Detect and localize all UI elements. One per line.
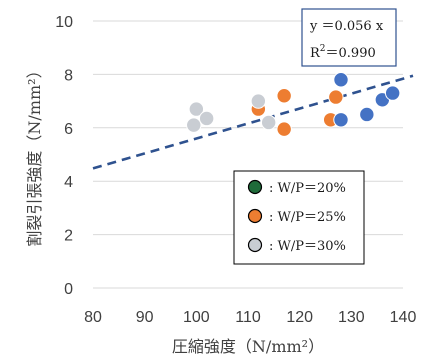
legend-marker-2: [247, 237, 263, 253]
legend-label-2: : W/P＝30%: [269, 239, 346, 254]
y-tick-label-1: 2: [64, 228, 73, 245]
legend-marker-0: [247, 179, 263, 195]
legend-label-0: : W/P＝20%: [269, 181, 346, 196]
point-s2-4: [260, 114, 277, 131]
y-tick-label-3: 6: [64, 121, 73, 138]
r-squared-superscript: 2: [320, 44, 326, 54]
r-squared-line: R2＝0.990: [310, 44, 376, 61]
y-tick-label-5: 10: [55, 14, 73, 31]
x-tick-label-6: 140: [390, 309, 417, 326]
point-s2-0: [186, 117, 202, 133]
point-s1-2: [276, 121, 292, 137]
point-s3-2: [359, 106, 375, 123]
point-s2-2: [198, 110, 215, 127]
x-tick-label-4: 120: [286, 309, 313, 326]
r-squared-base: R: [310, 46, 321, 61]
r-squared-value: ＝0.990: [326, 46, 376, 61]
y-tick-label-4: 8: [64, 67, 73, 84]
point-s1-1: [276, 88, 292, 104]
x-axis-title: 圧縮強度（N/mm²）: [172, 337, 324, 356]
trendline: [92, 74, 414, 170]
point-s1-4: [328, 89, 344, 105]
legend-label-1: : W/P＝25%: [269, 210, 346, 225]
x-tick-label-0: 80: [84, 309, 102, 326]
point-s3-0: [333, 72, 349, 88]
x-tick-label-3: 110: [235, 309, 261, 326]
x-tick-label-2: 100: [183, 309, 210, 326]
x-tick-label-5: 130: [338, 309, 365, 326]
legend-marker-1: [247, 208, 263, 224]
x-tick-label-1: 90: [136, 309, 154, 326]
point-s2-3: [250, 93, 267, 109]
y-axis-title: 割裂引張強度（N/mm²）: [25, 62, 44, 246]
y-tick-label-2: 4: [64, 174, 73, 191]
point-s2-1: [188, 101, 205, 117]
equation-box: [301, 8, 397, 67]
equation-line: y ＝0.056 x: [309, 19, 384, 34]
point-s3-1: [333, 112, 349, 128]
y-tick-label-0: 0: [64, 281, 73, 298]
point-s3-4: [384, 85, 401, 101]
